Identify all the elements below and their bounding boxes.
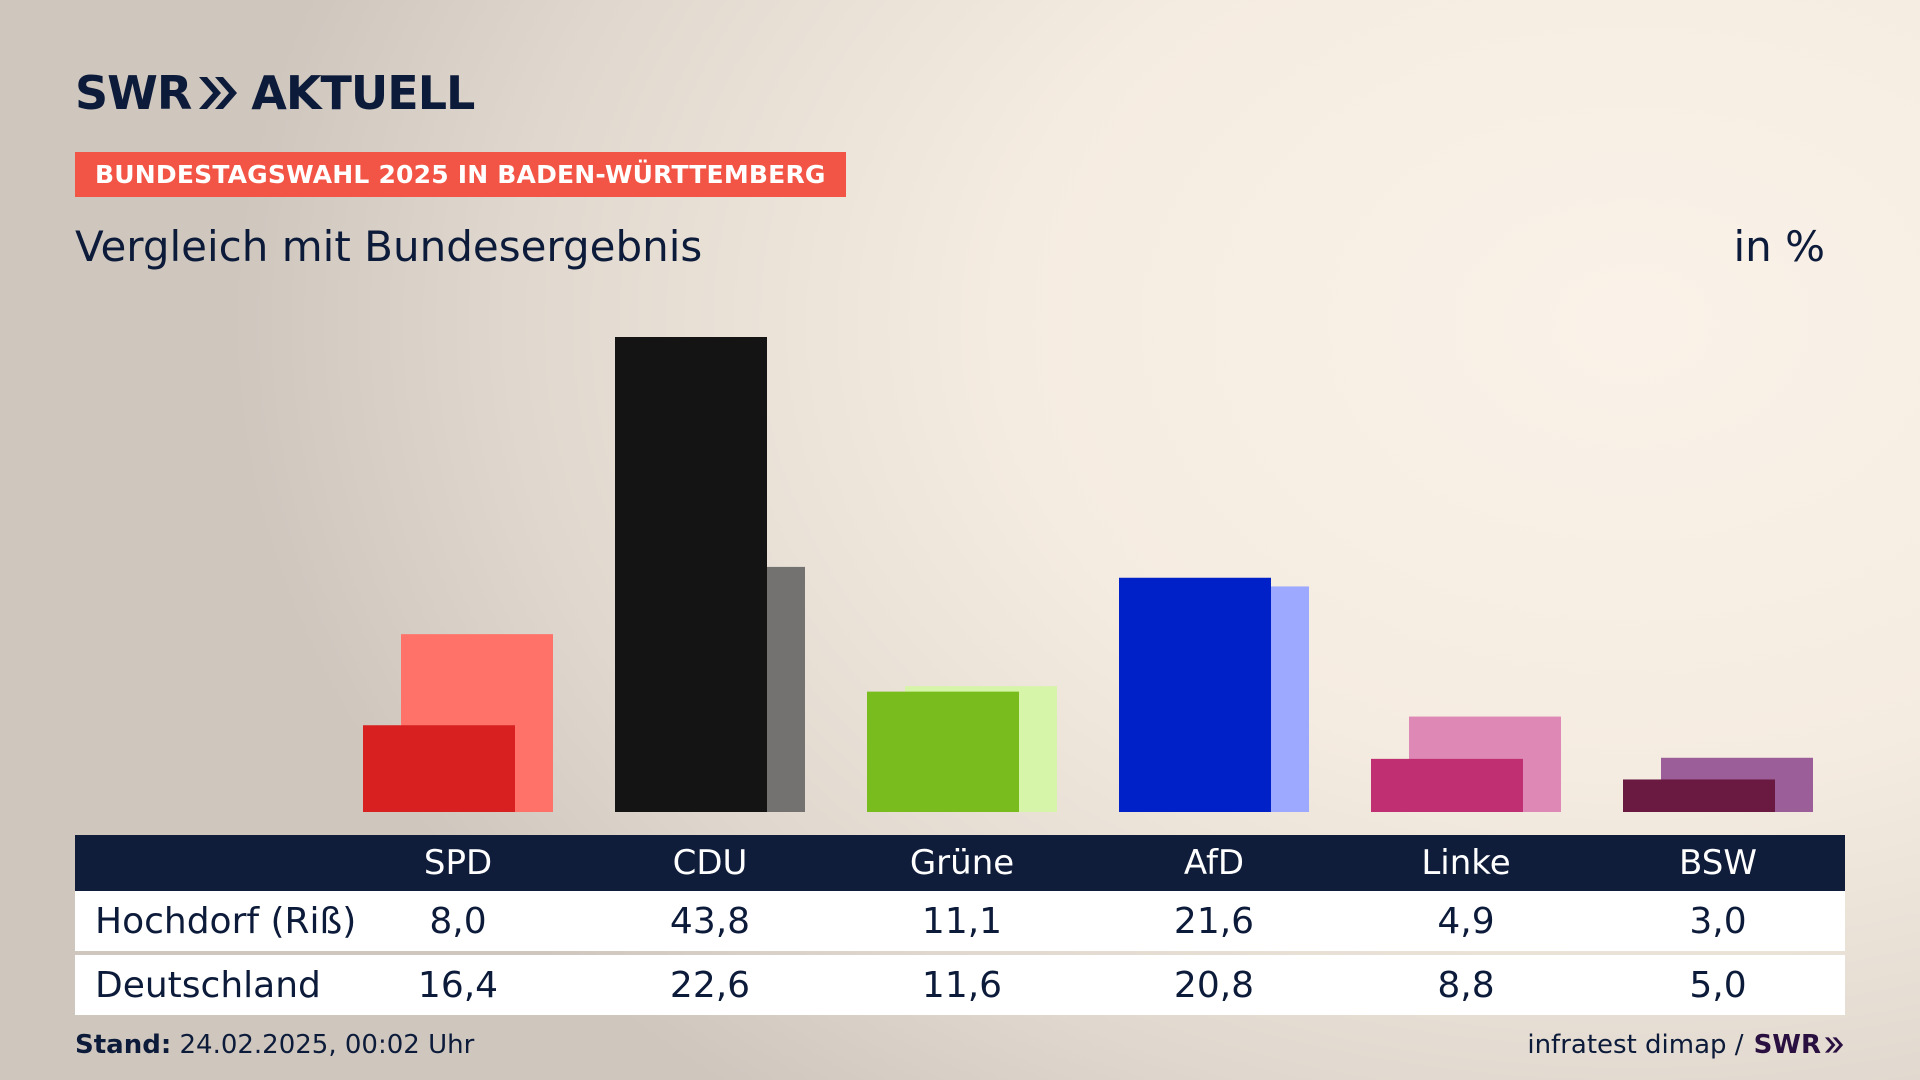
value-cell-local-linke: 4,9: [1437, 900, 1495, 942]
source-text: infratest dimap /: [1527, 1030, 1744, 1060]
value-cell-local-afd: 21,6: [1173, 900, 1255, 942]
row-label-local: Hochdorf (Riß): [95, 900, 357, 942]
value-cell-national-spd: 16,4: [417, 964, 499, 1006]
swr-aktuell-logo: SWR AKTUELL: [75, 66, 475, 120]
timestamp: Stand: 24.02.2025, 00:02 Uhr: [75, 1030, 474, 1060]
double-chevron-icon: [1824, 1037, 1844, 1053]
row-label-national: Deutschland: [95, 964, 321, 1006]
value-cell-national-afd: 20,8: [1173, 964, 1255, 1006]
column-header-spd: SPD: [423, 843, 493, 883]
bar-chart: [363, 337, 1813, 812]
bar-local-grüne: [867, 691, 1019, 812]
bar-local-linke: [1371, 758, 1523, 812]
results-table: SPD CDU Grüne AfD Linke BSW Hochdorf (Riß) 8,…: [75, 835, 1845, 1015]
column-header-bsw: BSW: [1679, 843, 1757, 883]
value-cell-national-cdu: 22,6: [669, 964, 751, 1006]
column-header-cdu: CDU: [672, 843, 748, 883]
table-row-local: Hochdorf (Riß) 8,0 43,8 11,1 21,6 4,9 3,0: [75, 891, 1845, 951]
double-chevron-icon: [199, 77, 238, 109]
chart-subtitle: Vergleich mit Bundesergebnis: [75, 222, 703, 271]
value-cell-national-grüne: 11,6: [921, 964, 1003, 1006]
swr-mini-logo: SWR: [1754, 1030, 1845, 1060]
bar-local-bsw: [1623, 779, 1775, 812]
bar-local-spd: [363, 725, 515, 812]
value-cell-local-bsw: 3,0: [1689, 900, 1747, 942]
stand-label: Stand:: [75, 1030, 172, 1060]
unit-label: in %: [1733, 222, 1825, 271]
value-cell-local-grüne: 11,1: [921, 900, 1003, 942]
source-credit: infratest dimap / SWR: [1527, 1030, 1845, 1060]
swr-mini-logo-text: SWR: [1753, 1030, 1821, 1060]
election-tag: BUNDESTAGSWAHL 2025 IN BADEN-WÜRTTEMBERG: [75, 152, 846, 197]
stand-value: 24.02.2025, 00:02 Uhr: [179, 1030, 475, 1060]
value-cell-national-linke: 8,8: [1437, 964, 1495, 1006]
bar-local-afd: [1119, 577, 1271, 812]
table-header-row: SPD CDU Grüne AfD Linke BSW: [75, 835, 1845, 891]
column-header-grüne: Grüne: [909, 843, 1015, 883]
table-row-national: Deutschland 16,4 22,6 11,6 20,8 8,8 5,0: [75, 955, 1845, 1015]
value-cell-local-spd: 8,0: [429, 900, 487, 942]
column-header-afd: AfD: [1183, 843, 1245, 883]
logo-swr-text: SWR: [75, 66, 192, 120]
logo-aktuell-text: AKTUELL: [251, 66, 475, 120]
bar-local-cdu: [615, 337, 767, 812]
value-cell-local-cdu: 43,8: [669, 900, 751, 942]
column-header-linke: Linke: [1421, 843, 1511, 883]
value-cell-national-bsw: 5,0: [1689, 964, 1747, 1006]
